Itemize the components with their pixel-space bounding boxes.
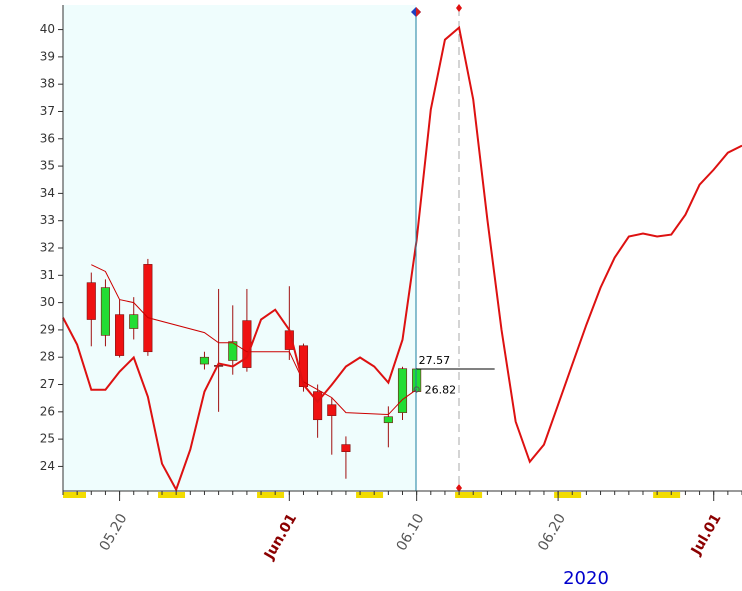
candle-body: [115, 314, 125, 356]
marker-diamond: [456, 4, 462, 12]
weekend-band: [158, 492, 186, 498]
y-tick-label: 34: [40, 186, 55, 200]
candle-body: [313, 391, 323, 421]
y-tick-label: 24: [40, 459, 55, 473]
y-tick-label: 37: [40, 104, 55, 118]
history-shade: [63, 5, 416, 491]
candle-body: [199, 356, 210, 365]
y-tick-label: 27: [40, 377, 55, 391]
x-tick-label: 05.20: [97, 511, 131, 554]
weekend-band: [63, 492, 86, 498]
annotation-label: 27.57: [419, 354, 451, 367]
candle-body: [298, 345, 309, 388]
candle-body: [143, 264, 153, 353]
weekend-band: [653, 492, 681, 498]
weekend-band: [554, 492, 582, 498]
candle-body: [228, 341, 238, 361]
y-tick-label: 36: [40, 131, 55, 145]
candle-body: [397, 368, 408, 413]
weekend-band: [455, 492, 483, 498]
y-tick-label: 25: [40, 432, 55, 446]
candle-body: [412, 368, 422, 392]
marker-diamond: [456, 484, 462, 492]
annotation-point: [413, 386, 420, 393]
y-tick-label: 28: [40, 350, 55, 364]
y-tick-label: 31: [40, 268, 55, 282]
y-tick-label: 30: [40, 295, 55, 309]
x-tick-label: Jun.01: [261, 511, 300, 563]
y-tick-label: 29: [40, 322, 55, 336]
candle-body: [100, 287, 110, 336]
y-tick-label: 38: [40, 77, 55, 91]
candle-body: [129, 314, 139, 329]
x-tick-label: 06.20: [535, 511, 569, 554]
y-tick-label: 33: [40, 213, 55, 227]
x-tick-label: 06.10: [394, 511, 428, 554]
candle-body: [86, 282, 96, 320]
y-tick-label: 40: [40, 22, 55, 36]
weekend-band: [356, 492, 384, 498]
y-tick-label: 26: [40, 404, 55, 418]
x-tick-label: Jul.01: [688, 511, 725, 559]
x-axis-label: 2020: [563, 568, 609, 589]
y-tick-label: 35: [40, 159, 55, 173]
candle-body: [327, 404, 337, 416]
line-series: [91, 264, 417, 416]
candle-body: [383, 416, 393, 424]
weekend-band: [257, 492, 285, 498]
annotation-label: 26.82: [425, 383, 457, 396]
y-tick-label: 39: [40, 49, 55, 63]
current-diamond-half: [416, 7, 421, 17]
y-tick-label: 32: [40, 241, 55, 255]
candle-body: [341, 444, 351, 452]
line-series: [62, 25, 742, 493]
plot-area: [62, 25, 742, 493]
